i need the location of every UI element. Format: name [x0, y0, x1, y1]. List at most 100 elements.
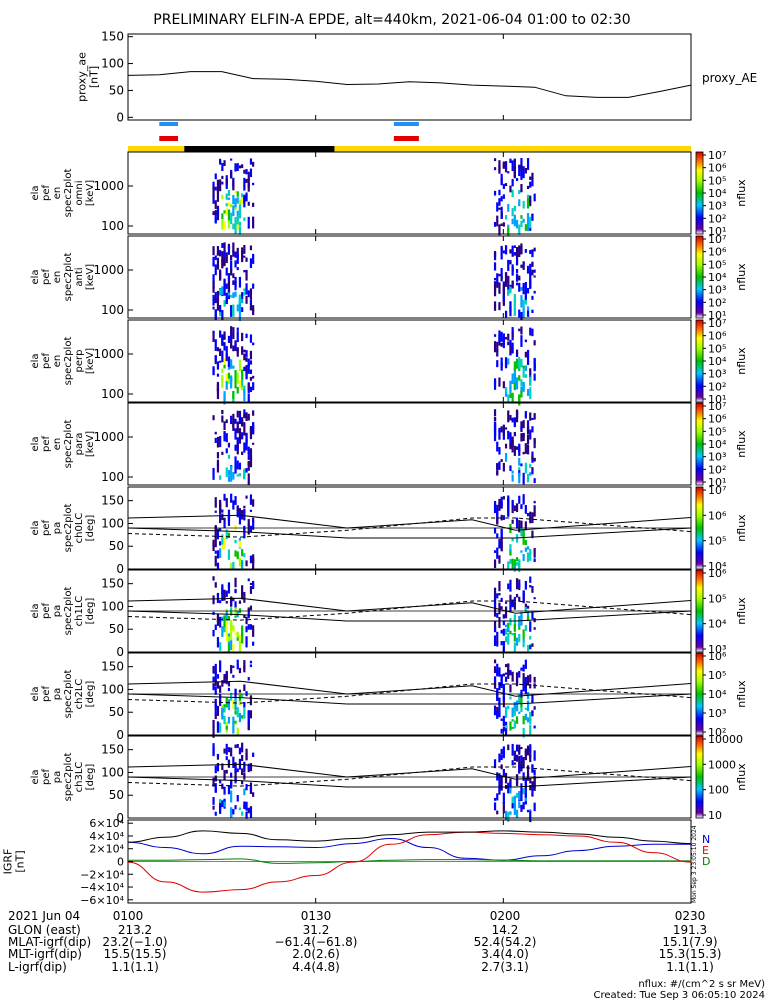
para-cell [238, 428, 242, 441]
ch3lc-cell [526, 809, 530, 813]
ch1lc-cell [529, 635, 532, 640]
omni-cell [247, 171, 250, 180]
anti-cell [219, 309, 222, 317]
perp-cell [504, 336, 508, 340]
anti-cell [507, 289, 510, 296]
perp-cell [509, 380, 512, 390]
perp-colorbar [695, 319, 704, 403]
ch2lc-cell [243, 708, 246, 719]
ch2lc-cell [227, 681, 231, 687]
omni-cell [227, 202, 231, 207]
perp-cell [522, 365, 525, 378]
ch3lc-cell [531, 765, 534, 773]
para-cell [526, 425, 530, 435]
ch3lc-cell [513, 750, 516, 762]
ch2lc-cell [249, 660, 253, 664]
ch3lc-cell [236, 795, 239, 802]
para-cell [500, 426, 503, 433]
perp-cell [515, 349, 519, 355]
ch0lc-cell [219, 548, 222, 558]
perp-cell [520, 335, 523, 347]
anti-cell [252, 283, 255, 289]
perp-cell [234, 377, 237, 389]
anti-cell [223, 256, 226, 267]
ch3lc-cell [227, 747, 231, 753]
ch1lc-cell [518, 615, 521, 628]
para-cell [502, 424, 505, 436]
ch2lc-cell [515, 678, 519, 687]
ch3lc-cell [234, 805, 237, 810]
ch1lc-cell [529, 585, 532, 588]
anti-cell [522, 282, 525, 289]
ch1lc-cell [496, 631, 499, 639]
perp-cell [529, 333, 532, 336]
omni-cell [219, 158, 222, 165]
ch1lc-cell [236, 634, 239, 641]
ch3lc-cell [526, 745, 530, 756]
mlt-value-3: 15.3(15.3) [659, 947, 722, 961]
anti-ytick-label-0: 1000 [93, 263, 124, 277]
omni-cell [236, 210, 239, 220]
perp-cell [513, 382, 516, 390]
ch3lc-ylabel-line-5: [deg] [85, 764, 96, 791]
para-ylabel-line-2: en [52, 438, 63, 451]
para-cell [212, 415, 215, 421]
red-segment-0 [159, 136, 179, 141]
para-cell [504, 443, 508, 449]
omni-cell [225, 179, 228, 189]
anti-cell [225, 297, 228, 304]
omni-cell [245, 178, 248, 183]
omni-cell [252, 216, 255, 229]
ch3lc-losscone-line-2 [127, 766, 692, 787]
mlt-value-0: 15.5(15.5) [104, 947, 167, 961]
ch0lc-cell [221, 544, 224, 550]
para-cell [216, 452, 220, 459]
perp-cell [234, 341, 237, 351]
ch1lc-ylabel-line-0: ela [30, 603, 41, 618]
ch3lc-cell [236, 743, 239, 748]
ch0lc-cell [522, 494, 525, 505]
anti-cell [225, 267, 228, 276]
omni-cell [504, 215, 508, 220]
para-cell [531, 455, 534, 461]
omni-cell [513, 158, 516, 161]
anti-cell [518, 275, 521, 281]
ch0lc-cell [502, 515, 505, 520]
omni-zlabel: nflux [735, 179, 748, 207]
para-cell [511, 417, 514, 423]
ch3lc-ytick-label-0: 150 [101, 743, 124, 757]
ch2lc-cell [511, 671, 514, 682]
ch2lc-cell [219, 660, 222, 673]
omni-cell [529, 227, 532, 231]
ch3lc-cell [221, 783, 224, 790]
ch3lc-cell [509, 780, 512, 787]
perp-cell [212, 332, 215, 342]
ch2lc-cell [498, 697, 501, 704]
omni-cell [493, 167, 497, 171]
omni-cell [513, 166, 516, 175]
para-cell [212, 467, 215, 480]
ch2lc-cell [524, 676, 527, 689]
ch0lc-cell [524, 539, 527, 545]
omni-cell [221, 163, 224, 172]
ch3lc-cell [232, 809, 235, 815]
l-value-0: 1.1(1.1) [111, 960, 159, 974]
perp-cell [504, 388, 508, 397]
ch1lc-cell [524, 625, 527, 631]
glon-value-3: 191.3 [673, 923, 707, 937]
omni-cell [515, 178, 519, 181]
anti-cell [221, 286, 224, 296]
ch2lc-cell [221, 707, 224, 715]
perp-cell [511, 342, 514, 354]
ch3lc-cell [227, 785, 231, 795]
anti-cell [245, 257, 248, 262]
l-value-3: 1.1(1.1) [666, 960, 714, 974]
omni-cell [241, 164, 244, 169]
ch1lc-cell [526, 610, 530, 622]
ch2lc-cell [236, 659, 239, 670]
ch0lc-cell [234, 539, 237, 544]
ch1lc-cell [504, 606, 508, 619]
anti-cell [520, 243, 523, 250]
igrf-ylabel-line-0: IGRF [2, 849, 15, 875]
ch3lc-cell [493, 759, 497, 769]
